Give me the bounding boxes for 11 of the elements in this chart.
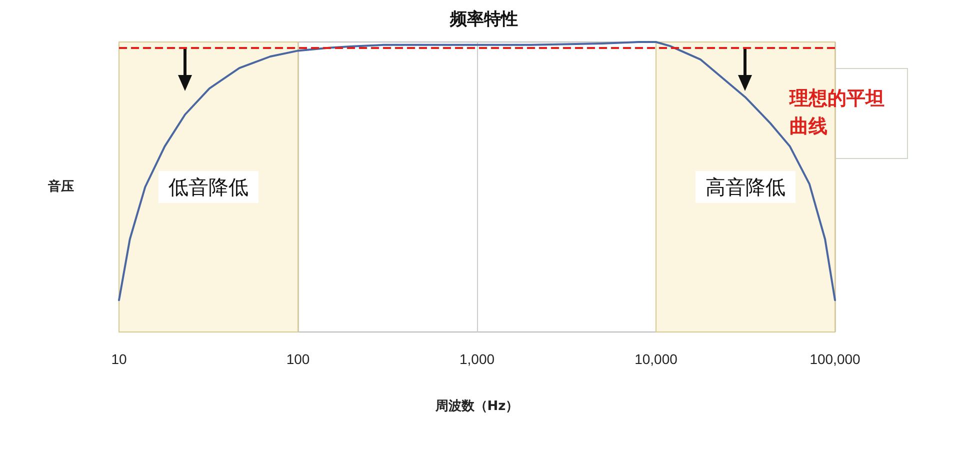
chart-title: 频率特性 [449,10,518,30]
band-label: 低音降低 [168,175,248,199]
y-axis-title: 音压 [47,178,74,194]
x-tick-label: 1,000 [459,351,495,367]
x-axis-title: 周波数（Hz） [434,399,519,414]
x-tick-label: 100 [286,351,310,367]
ref-line-label: 理想的平坦曲线 [788,88,884,138]
x-tick-label: 100,000 [810,351,861,367]
x-tick-label: 10 [111,351,127,367]
band-label: 高音降低 [706,175,786,199]
x-tick-label: 10,000 [634,351,678,367]
